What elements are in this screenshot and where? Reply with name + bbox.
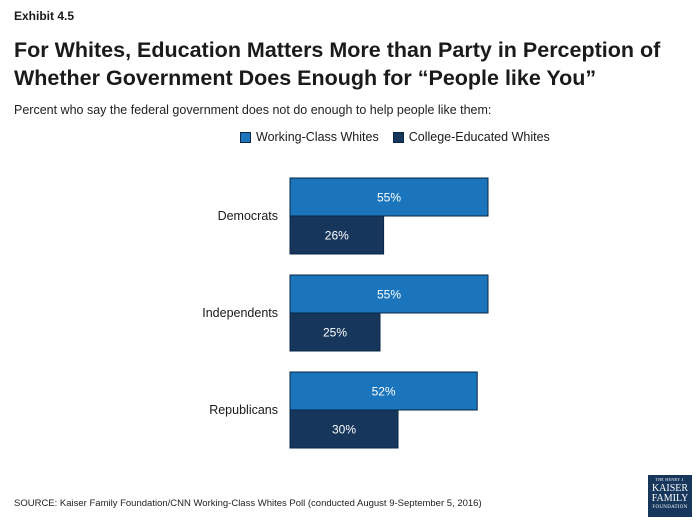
- logo-line-4: FOUNDATION: [652, 505, 688, 510]
- data-label-independents-working-class: 55%: [377, 288, 401, 302]
- bar-republicans-college: [289, 409, 399, 449]
- category-label-democrats: Democrats: [218, 209, 278, 223]
- logo-line-1: THE HENRY J.: [655, 477, 685, 482]
- kff-logo: THE HENRY J. KAISER FAMILY FOUNDATION: [648, 475, 692, 517]
- legend-item-college: College-Educated Whites: [392, 130, 550, 144]
- bar-democrats-college: [289, 215, 385, 255]
- chart-subtitle: Percent who say the federal government d…: [14, 103, 492, 117]
- data-label-republicans-college: 30%: [332, 423, 356, 437]
- data-label-independents-college: 25%: [323, 326, 347, 340]
- chart-title: For Whites, Education Matters More than …: [14, 38, 661, 90]
- data-label-democrats-college: 26%: [325, 229, 349, 243]
- category-label-independents: Independents: [202, 306, 278, 320]
- legend-item-working-class: Working-Class Whites: [240, 130, 379, 144]
- legend-label-college: College-Educated Whites: [408, 130, 550, 144]
- legend: Working-Class Whites College-Educated Wh…: [240, 130, 564, 144]
- logo-line-3: FAMILY: [651, 493, 689, 504]
- data-label-republicans-working-class: 52%: [372, 385, 396, 399]
- bar-independents-working-class: [289, 274, 489, 314]
- exhibit-label: Exhibit 4.5: [14, 9, 75, 23]
- legend-label-working-class: Working-Class Whites: [256, 130, 379, 144]
- category-label-republicans: Republicans: [209, 403, 278, 417]
- bar-chart: Democrats 55% 26% Independents 55% 25% Republi…: [202, 177, 489, 449]
- bar-independents-college: [289, 312, 381, 352]
- bar-democrats-working-class: [289, 177, 489, 217]
- legend-swatch-working-class: [240, 131, 251, 143]
- legend-swatch-college: [392, 131, 404, 143]
- data-label-democrats-working-class: 55%: [377, 191, 401, 205]
- logo-line-2: KAISER: [651, 483, 689, 494]
- source-note: SOURCE: Kaiser Family Foundation/CNN Wor…: [14, 498, 482, 509]
